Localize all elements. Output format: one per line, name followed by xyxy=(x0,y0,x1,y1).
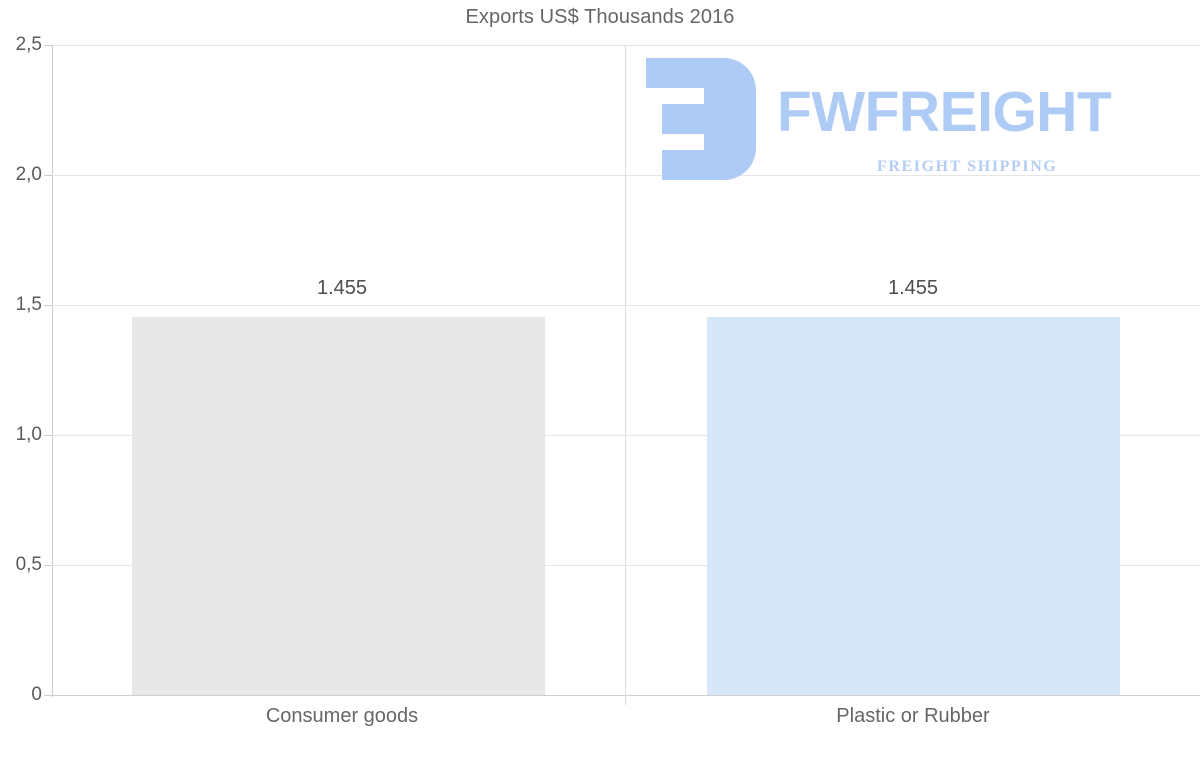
y-axis-tick-label: 2,5 xyxy=(15,34,42,55)
x-axis-label-consumer-goods: Consumer goods xyxy=(265,705,419,727)
gridline xyxy=(52,305,1200,306)
gridline xyxy=(52,45,1200,46)
bar-value-label-consumer-goods: 1.455 xyxy=(316,277,368,299)
y-axis-tick-label: 1,0 xyxy=(15,424,42,445)
bar-consumer-goods[interactable] xyxy=(132,317,545,695)
x-axis-label-plastic-or-rubber: Plastic or Rubber xyxy=(836,705,990,727)
logo-tagline: FREIGHT SHIPPING xyxy=(877,158,1058,175)
bar-plastic-or-rubber[interactable] xyxy=(707,317,1120,695)
y-axis-line xyxy=(52,45,53,697)
y-axis-tick-mark xyxy=(44,565,52,566)
plot-area xyxy=(52,45,1200,696)
logo-wordmark: FWFREIGHT xyxy=(777,80,1112,144)
y-axis-tick-mark xyxy=(44,435,52,436)
y-axis-tick-label: 1,5 xyxy=(15,294,42,315)
fwfreight-watermark-logo: FWFREIGHT FREIGHT SHIPPING xyxy=(646,58,1146,183)
y-axis-tick-label: 2,0 xyxy=(15,164,42,185)
reversed-e-logo-mark-icon xyxy=(646,58,756,180)
gridline xyxy=(52,435,1200,436)
bar-value-label-plastic-or-rubber: 1.455 xyxy=(887,277,939,299)
chart-title: Exports US$ Thousands 2016 xyxy=(465,6,735,28)
gridline xyxy=(52,565,1200,566)
y-axis-tick-mark xyxy=(44,45,52,46)
y-axis-tick-label: 0 xyxy=(31,684,42,705)
x-axis-baseline xyxy=(52,695,1200,696)
gridline xyxy=(52,175,1200,176)
y-axis-tick-mark xyxy=(44,175,52,176)
y-axis-tick-label: 0,5 xyxy=(15,554,42,575)
y-axis-tick-mark xyxy=(44,305,52,306)
category-divider xyxy=(625,45,626,705)
y-axis-tick-mark xyxy=(44,695,52,696)
